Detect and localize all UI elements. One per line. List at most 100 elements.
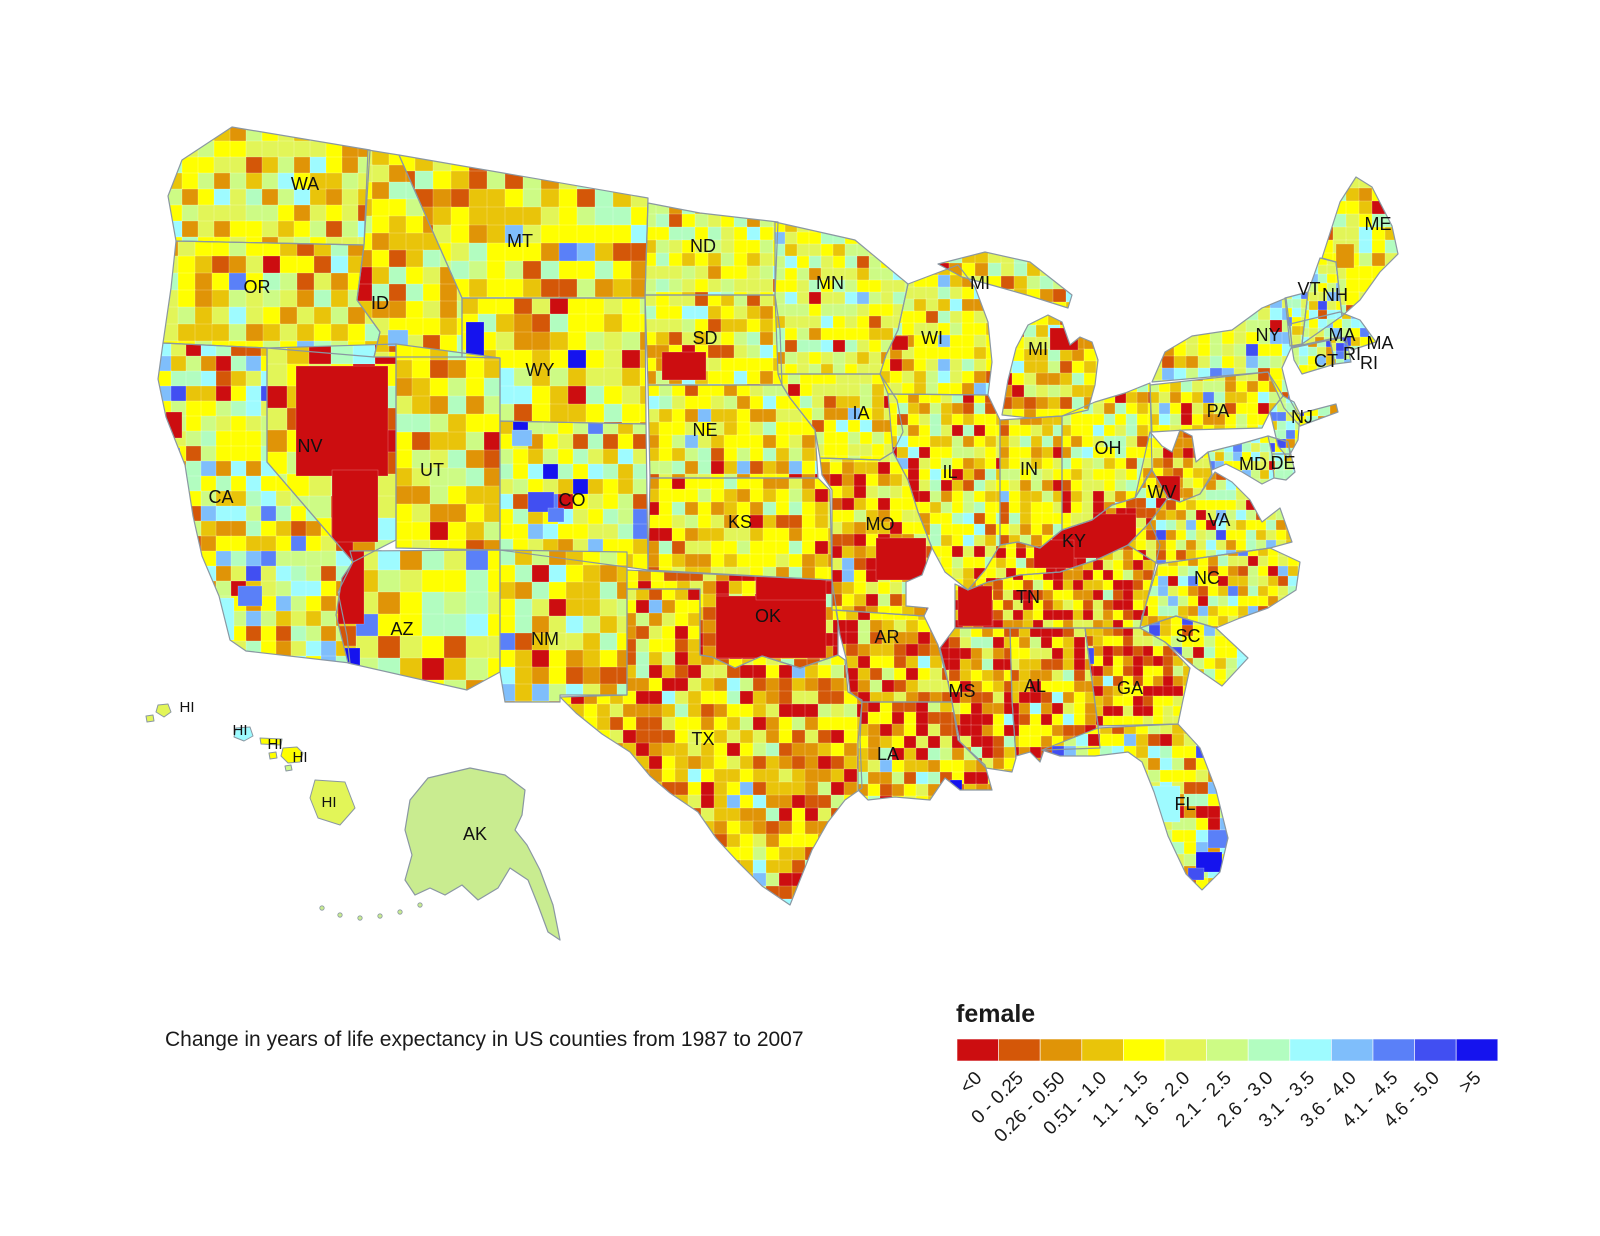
state-label-ak: AK [463, 824, 487, 844]
island-bigisland [309, 779, 356, 826]
county-cluster-ca [167, 447, 181, 483]
aleutian-island [377, 913, 383, 919]
state-label-va: VA [1208, 510, 1231, 530]
offset-state-label-ma: MA [1367, 333, 1394, 353]
state-label-mt: MT [507, 231, 533, 251]
state-label-al: AL [1024, 676, 1046, 696]
state-label-nd: ND [690, 236, 716, 256]
state-border-ny [1151, 297, 1339, 427]
county-cluster-co [547, 507, 565, 523]
county-cluster-co [527, 491, 555, 513]
state-label-in: IN [1020, 459, 1038, 479]
county-cluster-ny [1295, 381, 1309, 397]
state-label-tx: TX [691, 729, 714, 749]
county-cluster-me [1335, 243, 1355, 269]
state-label-sc: SC [1175, 626, 1200, 646]
state-label-mi: MI [1028, 339, 1048, 359]
state-label-ga: GA [1117, 678, 1143, 698]
state-label-az: AZ [390, 619, 413, 639]
state-border-il [887, 393, 1001, 591]
aleutian-island [337, 912, 343, 918]
state-label-me: ME [1365, 214, 1392, 234]
state-ut [396, 344, 500, 550]
state-label-sd: SD [692, 328, 717, 348]
state-label-ut: UT [420, 460, 444, 480]
state-nd [645, 203, 778, 295]
state-border-ct [1291, 339, 1336, 375]
island-niihau [145, 714, 155, 723]
figure-caption: Change in years of life expectancy in US… [165, 1028, 804, 1051]
island-kahoolawe [284, 764, 293, 772]
state-borders-layer [157, 126, 1399, 906]
state-label-ky: KY [1062, 531, 1086, 551]
county-cluster-ok [755, 575, 827, 601]
county-cluster-nv [331, 469, 379, 543]
state-label-ms: MS [949, 681, 976, 701]
legend-tick-label-0: <0 [956, 1068, 986, 1098]
offset-state-label-ri: RI [1360, 353, 1378, 373]
legend-swatch-1 [998, 1038, 1041, 1062]
county-cluster-tn [957, 585, 993, 627]
state-label-md: MD [1239, 454, 1267, 474]
state-label-ia: IA [852, 403, 869, 423]
state-label-ne: NE [692, 420, 717, 440]
state-label-wa: WA [291, 174, 319, 194]
state-nv [267, 344, 396, 562]
state-label-ma: MA [1329, 325, 1356, 345]
state-label-nm: NM [531, 629, 559, 649]
state-label-il: IL [942, 462, 957, 482]
state-border-mi [1001, 314, 1099, 419]
island-kauai [155, 703, 172, 718]
legend-swatch-12 [1455, 1038, 1499, 1062]
state-label-mo: MO [866, 514, 895, 534]
island-label-kauai: HI [180, 699, 195, 716]
state-border-ma [1289, 311, 1377, 351]
island-maui [280, 746, 304, 764]
island-label-oahu: HI [233, 722, 248, 739]
state-label-id: ID [371, 293, 389, 313]
state-label-la: LA [877, 744, 899, 764]
state-border-wv [1134, 429, 1213, 503]
aleutian-island [417, 902, 423, 908]
state-label-ok: OK [755, 606, 781, 626]
island-label-molokai: HI [268, 736, 283, 753]
county-cluster-fl [1187, 867, 1205, 881]
state-label-co: CO [559, 490, 586, 510]
state-label-wy: WY [526, 360, 555, 380]
state-label-ca: CA [208, 487, 233, 507]
state-label-mn: MN [816, 273, 844, 293]
state-label-nh: NH [1322, 285, 1348, 305]
county-cluster-mo [875, 537, 927, 581]
aleutian-island [397, 909, 403, 915]
legend-swatch-2 [1039, 1038, 1083, 1062]
state-label-nc: NC [1194, 568, 1220, 588]
legend-tick-label-12: >5 [1455, 1068, 1485, 1098]
county-cluster-ca [165, 411, 183, 439]
state-ar [836, 610, 952, 702]
state-nm [500, 550, 627, 702]
legend-swatch-10 [1372, 1038, 1415, 1062]
state-labels-layer: WA OR CA NV ID MT WY UT CO AZ NM ND SD NE KS OK TX MN IA MO… [180, 174, 1394, 844]
state-border-nc [1139, 547, 1301, 629]
state-label-ct: CT [1314, 351, 1338, 371]
state-label-wi: WI [921, 328, 943, 348]
state-mn [775, 222, 908, 374]
state-border-nd [644, 202, 779, 296]
state-label-tn: TN [1016, 587, 1040, 607]
county-cluster-nv [295, 365, 389, 477]
state-il [888, 394, 1000, 590]
aleutian-island [357, 915, 363, 921]
state-label-ny: NY [1255, 325, 1280, 345]
states-layer [145, 127, 1398, 941]
state-label-pa: PA [1207, 401, 1230, 421]
state-border-la [857, 701, 993, 801]
island-molokai [259, 737, 283, 746]
state-label-nv: NV [297, 436, 322, 456]
state-border-miu [937, 251, 1073, 309]
state-label-miu: MI [970, 273, 990, 293]
island-lanai [268, 751, 278, 760]
legend-swatch-6 [1206, 1038, 1249, 1062]
state-label-oh: OH [1095, 438, 1122, 458]
